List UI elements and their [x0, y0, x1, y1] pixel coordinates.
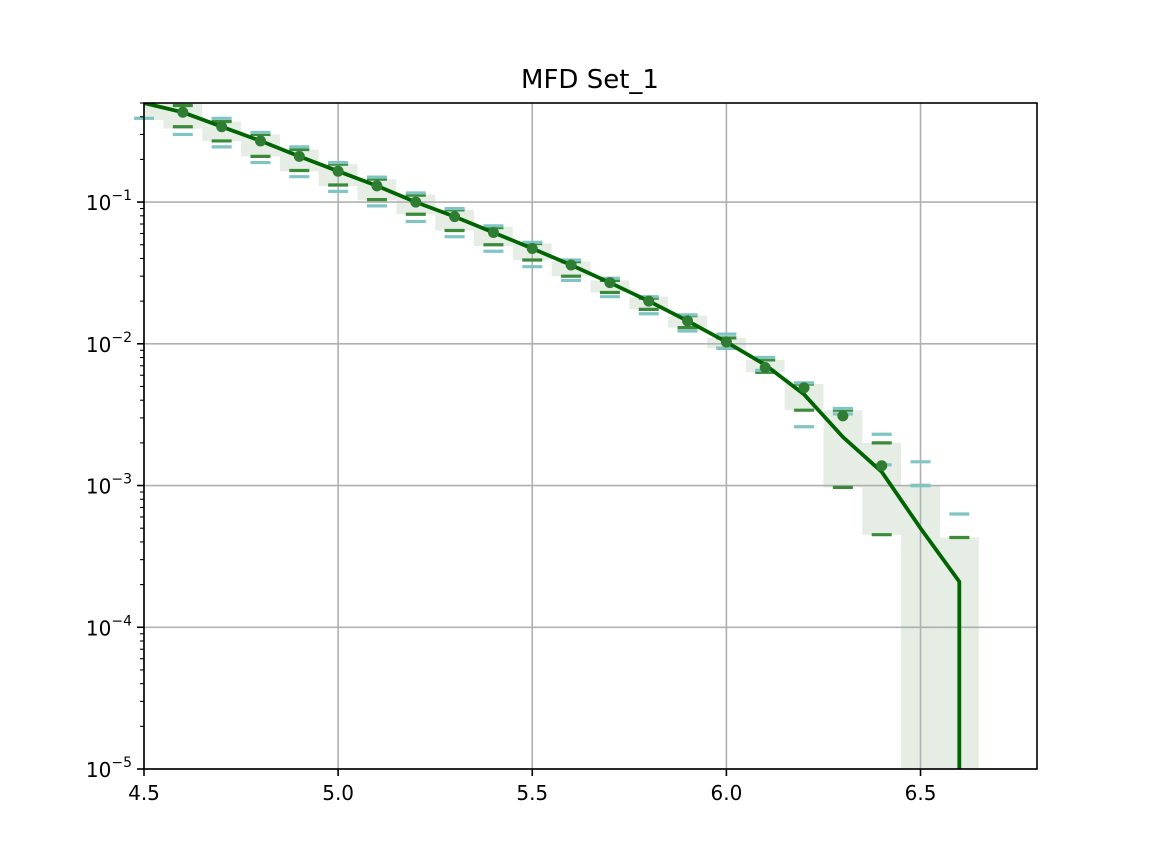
observed-point-6 — [410, 196, 422, 208]
y-tick-exponent-3: −2 — [111, 330, 132, 346]
observed-point-4 — [332, 165, 344, 177]
y-tick-exponent-2: −3 — [111, 472, 132, 488]
observed-point-16 — [798, 382, 810, 394]
observed-point-1 — [216, 121, 228, 133]
x-tick-label-1: 5.0 — [322, 781, 354, 805]
y-tick-base-0: 10 — [86, 758, 111, 782]
y-tick-exponent-4: −1 — [111, 188, 132, 204]
axes: 4.5 5.0 5.5 6.0 6.510−510−410−310−210−1 — [86, 102, 1038, 805]
observed-point-10 — [565, 259, 577, 271]
grid — [143, 103, 1037, 770]
x-tick-label-3: 6.0 — [710, 781, 742, 805]
plot-frame — [143, 102, 1038, 770]
chart-title: MFD Set_1 — [521, 65, 659, 95]
observed-point-7 — [449, 211, 461, 223]
observed-point-18 — [876, 460, 888, 472]
observed-points — [177, 106, 888, 472]
y-tick-label-1: 10−4 — [86, 613, 132, 640]
observed-point-14 — [720, 336, 732, 348]
x-tick-label-2: 5.5 — [516, 781, 548, 805]
observed-point-3 — [293, 150, 305, 162]
observed-point-12 — [643, 295, 655, 307]
observed-point-8 — [487, 226, 499, 238]
observed-point-0 — [177, 106, 189, 118]
observed-point-17 — [837, 410, 849, 422]
observed-point-5 — [371, 180, 383, 192]
x-tick-label-0: 4.5 — [128, 781, 160, 805]
y-tick-base-2: 10 — [86, 475, 111, 499]
y-tick-exponent-0: −5 — [111, 755, 132, 771]
y-tick-label-2: 10−3 — [86, 472, 132, 499]
observed-point-9 — [526, 243, 538, 255]
y-tick-label-0: 10−5 — [86, 755, 132, 782]
observed-point-11 — [604, 277, 616, 289]
observed-point-13 — [682, 315, 694, 327]
observed-point-2 — [254, 135, 266, 147]
x-tick-label-4: 6.5 — [905, 781, 937, 805]
observed-point-15 — [759, 362, 771, 374]
y-tick-exponent-1: −4 — [111, 613, 132, 629]
y-tick-base-1: 10 — [86, 616, 111, 640]
y-tick-base-4: 10 — [86, 191, 111, 215]
y-tick-base-3: 10 — [86, 333, 111, 357]
y-tick-label-3: 10−2 — [86, 330, 132, 357]
y-tick-label-4: 10−1 — [86, 188, 132, 215]
